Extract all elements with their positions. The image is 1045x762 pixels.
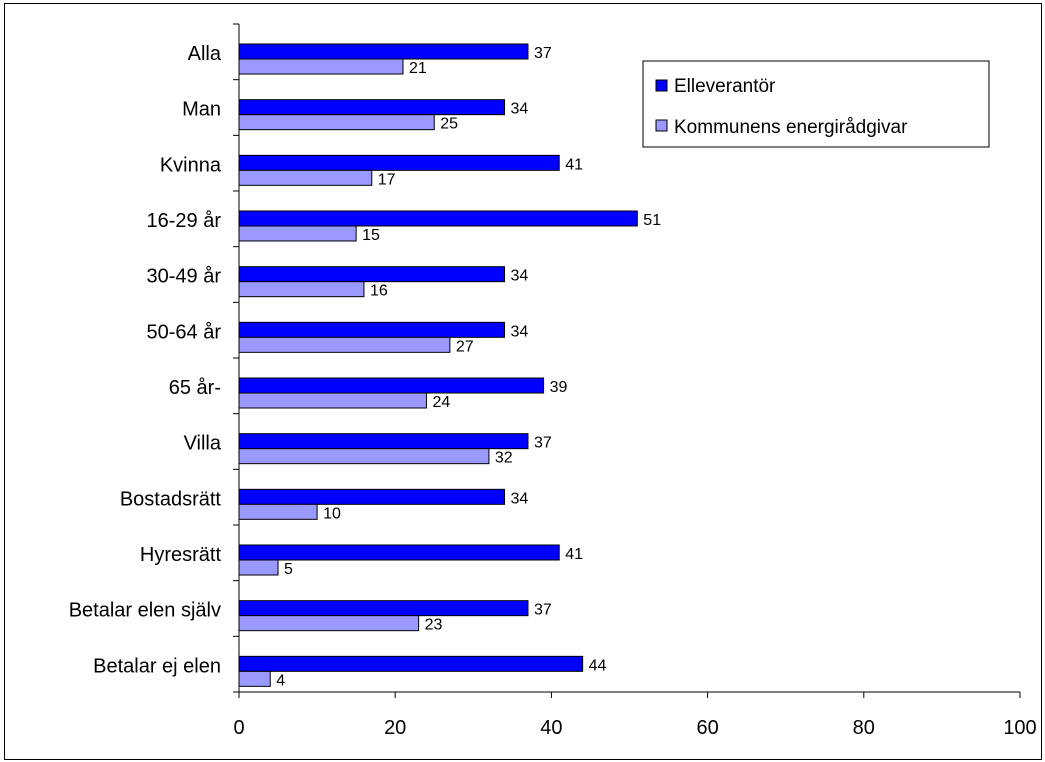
bar-30-49-ar-series-1 [238,266,506,283]
x-tick-label-0: 0 [233,717,244,739]
legend-box [642,60,990,148]
data-label-30-49-ar-series-2: 16 [370,283,388,300]
bar-alla-series-2 [238,58,404,75]
legend-label-elleverantor: Elleverantör [674,76,776,97]
bar-65-ar-series-2 [238,392,427,409]
data-label-villa-series-1: 37 [534,435,552,452]
data-label-betalar-elen-sjalv-series-2: 23 [425,617,443,634]
category-label-30-49-ar: 30-49 år [147,266,222,288]
data-label-bostadsratt-series-2: 10 [323,505,341,522]
legend-swatch-energiradgivar [655,119,668,132]
x-tick-label-100: 100 [1003,717,1036,739]
data-label-65-ar-series-1: 39 [550,379,568,396]
bar-16-29-ar-series-1 [238,210,638,227]
legend-swatch-elleverantor [655,79,668,92]
category-label-50-64-ar: 50-64 år [147,321,222,343]
data-label-50-64-ar-series-1: 34 [511,323,529,340]
data-label-man-series-2: 25 [440,116,458,133]
bar-villa-series-2 [238,448,490,465]
x-tick-label-20: 20 [384,717,406,739]
category-label-alla: Alla [188,43,222,65]
legend: Elleverantör Kommunens energirådgivar [642,60,990,148]
bar-hyresratt-series-1 [238,544,560,561]
x-tick-label-40: 40 [540,717,562,739]
data-label-30-49-ar-series-1: 34 [511,268,529,285]
bar-bostadsratt-series-2 [238,503,318,520]
category-label-65-ar: 65 år- [169,377,221,399]
category-label-betalar-ej-elen: Betalar ej elen [93,655,221,677]
data-label-hyresratt-series-2: 5 [284,561,293,578]
bar-hyresratt-series-2 [238,559,279,576]
data-label-16-29-ar-series-1: 51 [643,212,661,229]
legend-label-energiradgivar: Kommunens energirådgivar [674,117,908,138]
bar-30-49-ar-series-2 [238,281,365,298]
category-label-bostadsratt: Bostadsrätt [120,488,222,510]
bar-betalar-ej-elen-series-1 [238,655,584,672]
category-label-villa: Villa [184,433,222,455]
bar-16-29-ar-series-2 [238,225,357,242]
bar-65-ar-series-1 [238,377,545,394]
bar-50-64-ar-series-2 [238,336,451,353]
bar-kvinna-series-1 [238,154,560,171]
bar-villa-series-1 [238,433,529,450]
data-label-man-series-1: 34 [511,101,529,118]
bar-kvinna-series-2 [238,169,373,186]
bar-alla-series-1 [238,43,529,60]
data-label-villa-series-2: 32 [495,450,513,467]
data-label-betalar-elen-sjalv-series-1: 37 [534,602,552,619]
data-label-50-64-ar-series-2: 27 [456,338,474,355]
bar-betalar-elen-sjalv-series-2 [238,615,420,632]
category-label-man: Man [182,99,221,121]
category-label-betalar-elen-sjalv: Betalar elen själv [69,600,221,622]
data-label-65-ar-series-2: 24 [432,394,450,411]
category-label-hyresratt: Hyresrätt [140,544,222,566]
x-tick-label-80: 80 [853,717,875,739]
bar-betalar-ej-elen-series-2 [238,670,271,687]
data-label-kvinna-series-1: 41 [565,156,583,173]
data-label-16-29-ar-series-2: 15 [362,227,380,244]
data-label-alla-series-1: 37 [534,45,552,62]
bar-bostadsratt-series-1 [238,488,506,505]
bar-betalar-elen-sjalv-series-1 [238,600,529,617]
axes-layer: 0 20 40 60 80 100 [233,23,1037,739]
data-label-betalar-ej-elen-series-2: 4 [276,672,285,689]
data-label-hyresratt-series-1: 41 [565,546,583,563]
category-label-16-29-ar: 16-29 år [147,210,222,232]
category-label-kvinna: Kvinna [160,154,222,176]
data-label-alla-series-2: 21 [409,60,427,77]
bar-man-series-1 [238,99,506,116]
bar-man-series-2 [238,114,435,131]
labels-layer: 37 21 Alla 34 25 Man 41 17 Kvinna 51 15 16-29 år 34 1… [69,43,662,689]
data-label-kvinna-series-2: 17 [378,171,396,188]
data-label-bostadsratt-series-1: 34 [511,490,529,507]
bar-50-64-ar-series-1 [238,321,506,338]
bars-layer [238,43,638,687]
data-label-betalar-ej-elen-series-1: 44 [589,657,607,674]
x-tick-label-60: 60 [696,717,718,739]
